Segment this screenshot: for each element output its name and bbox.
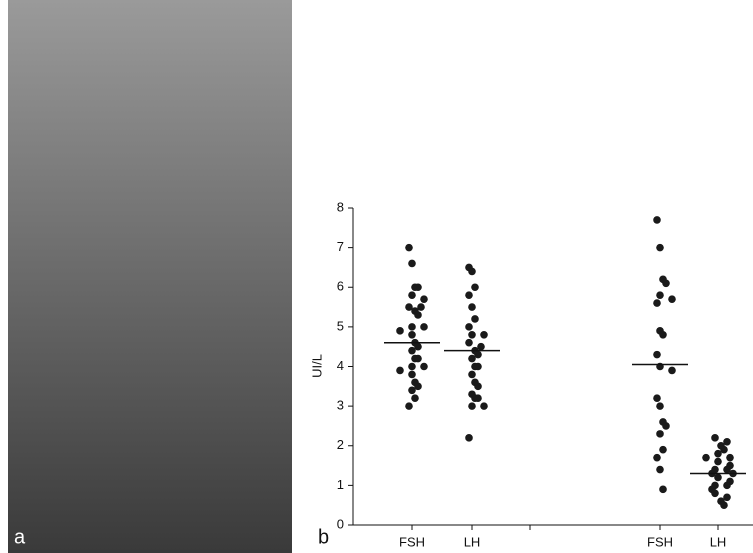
dot (420, 323, 428, 331)
dot (720, 501, 728, 509)
dot (662, 279, 670, 287)
dot (474, 363, 482, 371)
y-axis-label: UI/L (309, 354, 324, 378)
dot (468, 303, 476, 311)
dot (414, 311, 422, 319)
photo-shade (8, 0, 292, 553)
y-tick-label: 5 (337, 318, 344, 333)
y-tick-label: 6 (337, 279, 344, 294)
y-tick-label: 4 (337, 358, 344, 373)
dot (656, 430, 664, 438)
dot (396, 327, 404, 335)
y-tick-label: 2 (337, 437, 344, 452)
figure: a b UI/L 0 1 2 3 4 5 6 7 8 FSH LH FSH LH (0, 0, 753, 553)
dot (714, 458, 722, 466)
dot (471, 283, 479, 291)
dot (414, 283, 422, 291)
dot (668, 295, 676, 303)
dot (659, 446, 667, 454)
dot (480, 402, 488, 410)
dot (659, 331, 667, 339)
dot (468, 268, 476, 276)
dot (396, 367, 404, 375)
dot (408, 323, 416, 331)
dot (662, 422, 670, 430)
dot (723, 482, 731, 490)
dot (474, 394, 482, 402)
dot (468, 331, 476, 339)
dot (656, 402, 664, 410)
dot (420, 295, 428, 303)
dot (480, 331, 488, 339)
dot (653, 299, 661, 307)
dot (465, 323, 473, 331)
dot (471, 315, 479, 323)
x-tick-label: FSH (399, 534, 425, 549)
dot (465, 434, 473, 442)
panel-label: a (14, 526, 26, 548)
dot (405, 402, 413, 410)
dot (465, 291, 473, 299)
dot (656, 291, 664, 299)
dot (414, 355, 422, 363)
dot (653, 394, 661, 402)
dot (408, 347, 416, 355)
dot (656, 244, 664, 252)
y-tick-label: 8 (337, 199, 344, 214)
dot (405, 244, 413, 252)
dot (714, 474, 722, 482)
dot (653, 454, 661, 462)
dot (702, 454, 710, 462)
y-tick-label: 3 (337, 398, 344, 413)
y-tick-label: 1 (337, 477, 344, 492)
dot (408, 291, 416, 299)
dot (411, 394, 419, 402)
dot (653, 216, 661, 224)
dot (474, 383, 482, 391)
dot (656, 466, 664, 474)
dot (653, 351, 661, 359)
dot (714, 450, 722, 458)
dot (659, 486, 667, 494)
dot (668, 367, 676, 375)
dot (711, 434, 719, 442)
dot (408, 386, 416, 394)
y-tick-label: 0 (337, 516, 344, 531)
dot (408, 363, 416, 371)
x-tick-label: LH (710, 534, 727, 549)
dot (468, 371, 476, 379)
y-tick-label: 7 (337, 239, 344, 254)
x-tick-label: FSH (647, 534, 673, 549)
dot (408, 260, 416, 268)
panel-label: b (318, 526, 329, 548)
dot (468, 402, 476, 410)
x-tick-label: LH (464, 534, 481, 549)
dot (408, 371, 416, 379)
dot (420, 363, 428, 371)
dot (408, 331, 416, 339)
dot (468, 355, 476, 363)
dot (465, 339, 473, 347)
dot (711, 490, 719, 498)
dot (726, 454, 734, 462)
